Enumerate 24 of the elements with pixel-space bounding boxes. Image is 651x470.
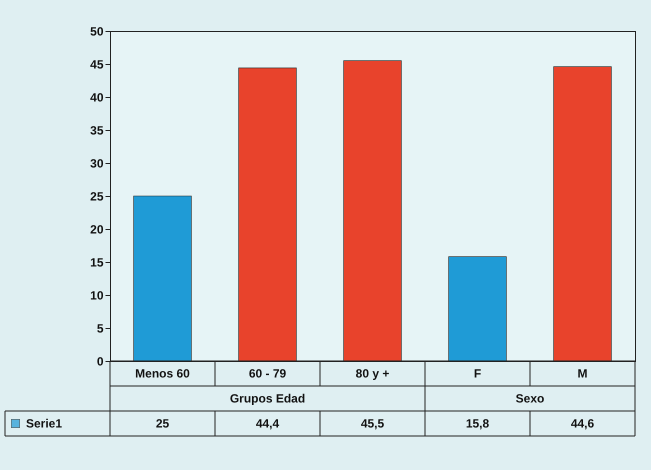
text: Sexo xyxy=(516,392,544,406)
x-tick-label: 60 - 79 xyxy=(248,366,287,380)
x-tick-label: 80 y + xyxy=(356,366,390,380)
y-tick-label: 20 xyxy=(90,222,104,236)
y-tick-label: 5 xyxy=(96,322,104,336)
y-tick-label: 25 xyxy=(90,190,104,204)
y-tick-label: 15 xyxy=(90,256,104,270)
y-tick-label: 30 xyxy=(90,156,104,170)
x-tick-label: Menos 60 xyxy=(135,366,190,380)
text: 44,6 xyxy=(570,416,594,430)
text: 45,5 xyxy=(360,416,384,430)
y-tick-label: 40 xyxy=(90,90,104,104)
y-tick-label: 0 xyxy=(96,354,104,368)
text: 44,4 xyxy=(256,416,280,430)
y-tick-label: 50 xyxy=(90,24,104,38)
x-tick-label: F xyxy=(474,366,482,380)
y-tick-label: 35 xyxy=(90,124,104,138)
legend-label: Serie1 xyxy=(26,416,62,430)
text: Grupos Edad xyxy=(230,392,306,406)
y-tick-label: 10 xyxy=(90,288,104,302)
x-tick-label: M xyxy=(578,366,588,380)
y-tick-label: 45 xyxy=(90,58,104,72)
text: 15,8 xyxy=(466,416,490,430)
text: 25 xyxy=(156,416,170,430)
